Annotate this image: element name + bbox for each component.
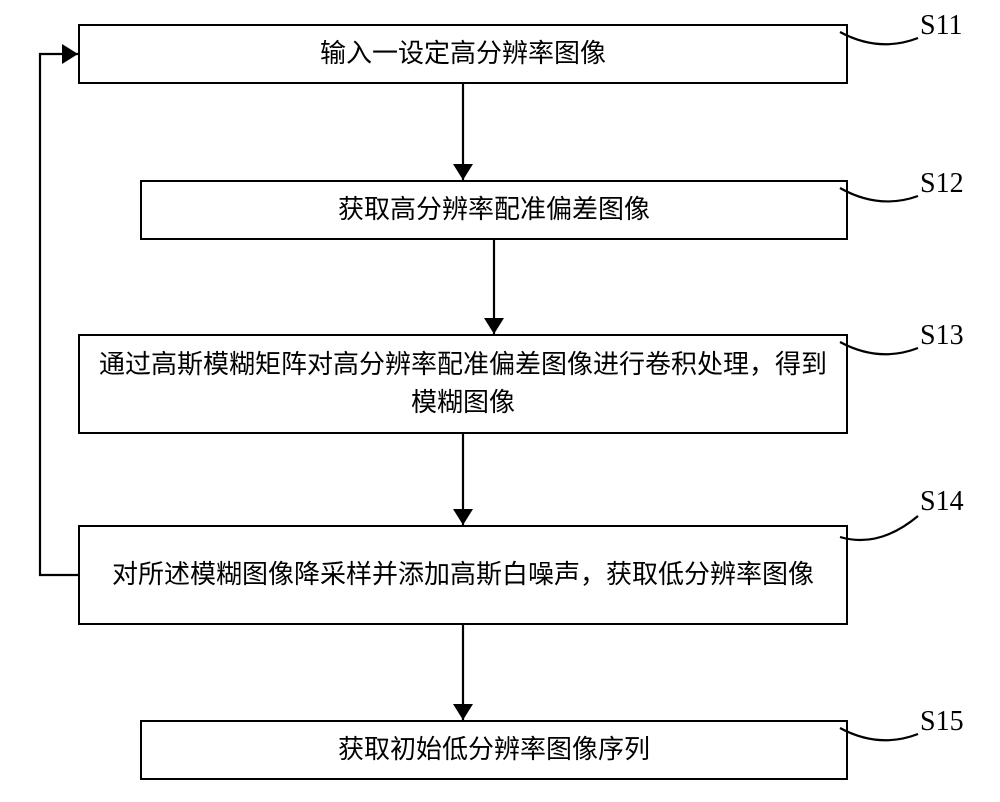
flowchart-canvas: 输入一设定高分辨率图像获取高分辨率配准偏差图像通过高斯模糊矩阵对高分辨率配准偏差… — [0, 0, 1000, 802]
label-connector-s15 — [840, 728, 918, 740]
step-label-s15: S15 — [920, 706, 964, 738]
flow-node-s15: 获取初始低分辨率图像序列 — [140, 720, 848, 780]
flow-node-s13: 通过高斯模糊矩阵对高分辨率配准偏差图像进行卷积处理，得到模糊图像 — [78, 334, 848, 434]
step-label-s11: S11 — [920, 10, 963, 42]
label-connector-s13 — [840, 342, 918, 354]
flow-node-s12: 获取高分辨率配准偏差图像 — [140, 180, 848, 240]
flow-node-text: 获取高分辨率配准偏差图像 — [338, 191, 650, 229]
step-label-s13: S13 — [920, 320, 964, 352]
flow-node-s14: 对所述模糊图像降采样并添加高斯白噪声，获取低分辨率图像 — [78, 525, 848, 625]
loopback-arrow — [40, 54, 78, 575]
flow-node-text: 获取初始低分辨率图像序列 — [338, 731, 650, 769]
label-connector-s12 — [840, 188, 918, 201]
label-connector-s11 — [840, 32, 918, 44]
label-connector-s14 — [840, 516, 918, 540]
flow-node-text: 对所述模糊图像降采样并添加高斯白噪声，获取低分辨率图像 — [112, 556, 814, 594]
step-label-s12: S12 — [920, 168, 964, 200]
step-label-s14: S14 — [920, 486, 964, 518]
flow-node-text: 通过高斯模糊矩阵对高分辨率配准偏差图像进行卷积处理，得到模糊图像 — [94, 346, 832, 421]
flow-node-text: 输入一设定高分辨率图像 — [320, 35, 606, 73]
flow-node-s11: 输入一设定高分辨率图像 — [78, 24, 848, 84]
